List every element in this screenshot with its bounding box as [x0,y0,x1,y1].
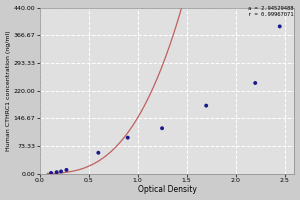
Point [64,168,69,172]
Point [59,170,64,173]
Point [125,136,130,139]
Point [204,104,208,107]
Point [96,151,101,154]
Point [49,171,53,175]
X-axis label: Optical Density: Optical Density [137,185,196,194]
Y-axis label: Human CTHRC1 concentration (ng/ml): Human CTHRC1 concentration (ng/ml) [6,30,10,151]
Point [277,25,282,28]
Point [54,171,59,174]
Point [160,127,164,130]
Point [253,81,258,85]
Text: a = 2.94529488
r = 0.99967071: a = 2.94529488 r = 0.99967071 [248,6,294,17]
